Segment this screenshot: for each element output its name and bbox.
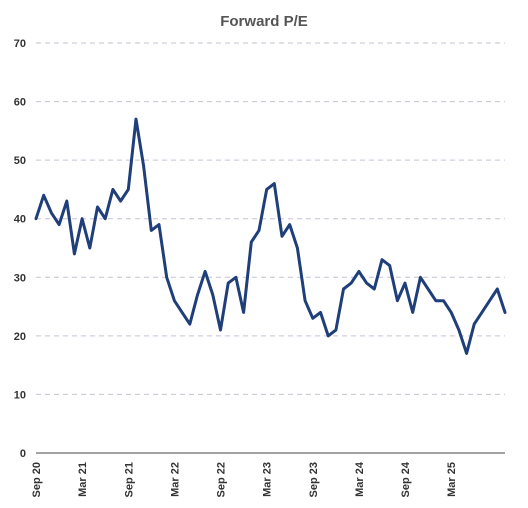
y-tick-label: 50 [14, 155, 26, 167]
y-tick-label: 10 [14, 389, 26, 401]
y-tick-label: 30 [14, 272, 26, 284]
x-tick-label: Mar 22 [169, 462, 181, 497]
x-tick-label: Mar 25 [446, 462, 458, 497]
x-tick-label: Sep 20 [31, 462, 43, 497]
forward-pe-series-line [34, 117, 507, 355]
gridlines [36, 42, 505, 395]
x-tick-label: Sep 22 [216, 462, 228, 497]
y-tick-label: 20 [14, 331, 26, 343]
y-axis-ticks: 0 10 20 30 40 50 60 70 [14, 38, 26, 460]
x-tick-label: Mar 21 [77, 462, 89, 497]
x-axis-ticks: Sep 20 Mar 21 Sep 21 Mar 22 Sep 22 Mar 23 Sep … [31, 461, 458, 497]
y-tick-label: 60 [14, 97, 26, 109]
x-tick-label: Mar 24 [354, 461, 366, 497]
y-tick-label: 40 [14, 214, 26, 226]
y-tick-label: 0 [20, 448, 26, 460]
x-tick-label: Mar 23 [262, 462, 274, 497]
chart-title: Forward P/E [220, 13, 308, 30]
y-tick-label: 70 [14, 38, 26, 50]
x-tick-label: Sep 21 [123, 462, 135, 497]
x-tick-label: Sep 23 [308, 462, 320, 497]
x-tick-label: Sep 24 [400, 461, 412, 497]
